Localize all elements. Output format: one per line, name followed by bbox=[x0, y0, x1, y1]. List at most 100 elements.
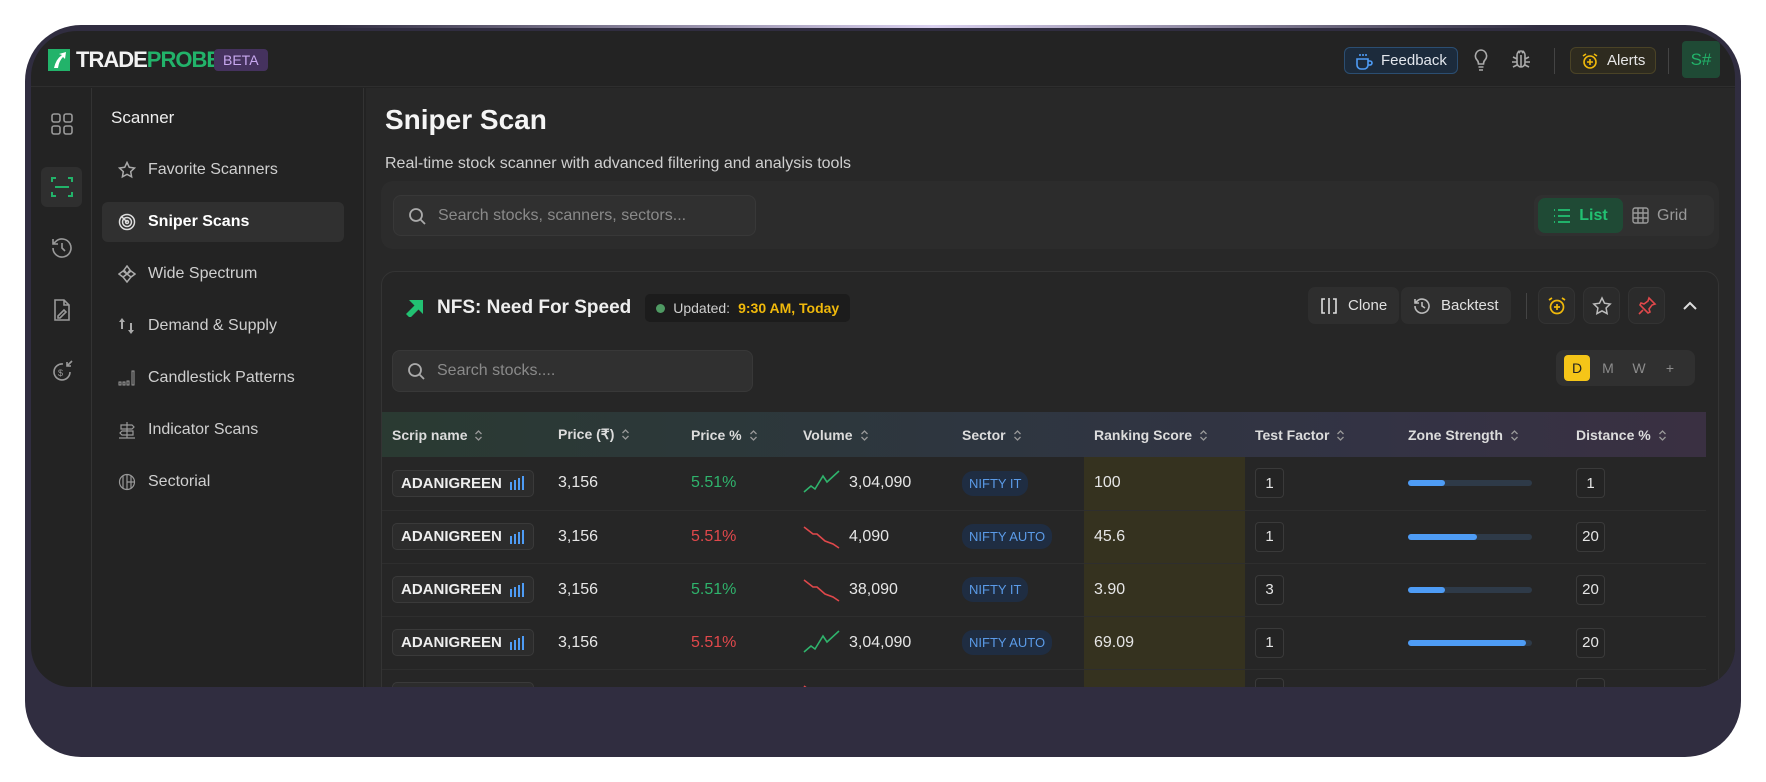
grid-view-button[interactable]: Grid bbox=[1632, 198, 1687, 233]
header-divider bbox=[1554, 48, 1555, 74]
sector-badge: NIFTY IT bbox=[962, 470, 1029, 496]
star-icon bbox=[118, 161, 136, 179]
scrip-chip[interactable]: ADANIGREEN bbox=[392, 629, 534, 656]
sidebar-item-demand-supply[interactable]: Demand & Supply bbox=[102, 306, 344, 346]
sidebar-heading: Scanner bbox=[111, 108, 175, 127]
sidebar-item-wide-spectrum[interactable]: Wide Spectrum bbox=[102, 254, 344, 294]
sidebar-item-label: Sniper Scans bbox=[148, 213, 250, 230]
add-alert-button[interactable] bbox=[1538, 287, 1575, 324]
bug-icon[interactable] bbox=[1510, 48, 1532, 70]
column-header-label: Ranking Score bbox=[1094, 426, 1193, 443]
sparkline-up bbox=[803, 470, 840, 493]
column-header[interactable]: Scrip name bbox=[382, 412, 548, 457]
volume-value: 4,090 bbox=[849, 527, 890, 545]
table-row[interactable]: ADANIGREEN 3,156 5.51% 38,090 NIFTY IT 3.90 3 2… bbox=[382, 563, 1706, 617]
distance-box: 20 bbox=[1576, 521, 1605, 552]
column-header[interactable]: Volume bbox=[793, 412, 952, 457]
scanner-card-header: NFS: Need For Speed Updated: 9:30 AM, Tod… bbox=[406, 294, 851, 322]
scrip-chip[interactable]: ADANIGREEN bbox=[392, 469, 534, 497]
search-placeholder: Search stocks, scanners, sectors... bbox=[438, 206, 687, 224]
timeframe-w[interactable]: W bbox=[1632, 360, 1646, 376]
rail-dashboard[interactable] bbox=[45, 107, 79, 141]
main-content: Sniper Scan Real-time stock scanner with… bbox=[366, 88, 1735, 687]
sidebar-item-sectorial[interactable]: Sectorial bbox=[102, 462, 344, 502]
column-header-label: Price % bbox=[691, 426, 742, 443]
clone-label: Clone bbox=[1348, 297, 1388, 314]
scan-icon bbox=[50, 177, 73, 197]
list-view-button[interactable]: List bbox=[1538, 198, 1623, 233]
column-header[interactable]: Distance % bbox=[1566, 412, 1706, 457]
timeframe-d[interactable]: D bbox=[1564, 355, 1590, 381]
column-header[interactable]: Sector bbox=[952, 412, 1084, 457]
price-change-cell bbox=[681, 669, 793, 687]
volume-value: 38,090 bbox=[849, 580, 898, 598]
sort-icon bbox=[1337, 429, 1345, 441]
pin-button[interactable] bbox=[1628, 287, 1665, 324]
column-header[interactable]: Price (₹) bbox=[548, 412, 681, 457]
updated-badge: Updated: 9:30 AM, Today bbox=[645, 294, 851, 322]
logo-text-trade: TRADE bbox=[76, 47, 148, 72]
scrip-chip[interactable]: ADANIGREEN bbox=[392, 576, 534, 603]
rail-reports[interactable] bbox=[45, 293, 79, 327]
sidebar-item-candlestick-patterns[interactable]: Candlestick Patterns bbox=[102, 358, 344, 398]
global-search-input[interactable]: Search stocks, scanners, sectors... bbox=[393, 195, 756, 236]
sidebar-item-favorite-scanners[interactable]: Favorite Scanners bbox=[102, 150, 344, 190]
search-panel: Search stocks, scanners, sectors... List… bbox=[381, 181, 1719, 249]
bar-chart-icon bbox=[509, 582, 524, 597]
column-header[interactable]: Ranking Score bbox=[1084, 412, 1245, 457]
table-row[interactable]: ADANIGREEN 3,156 5.51% 3,04,090 NIFTY AUTO 69… bbox=[382, 616, 1706, 670]
alarm-clock-icon bbox=[1582, 52, 1598, 69]
timeframe-add[interactable]: + bbox=[1665, 360, 1675, 376]
column-header[interactable]: Test Factor bbox=[1245, 412, 1398, 457]
sparkline-up bbox=[803, 629, 840, 653]
updated-time: 9:30 AM, Today bbox=[738, 300, 840, 316]
status-dot bbox=[656, 303, 666, 313]
feedback-button[interactable]: Feedback bbox=[1344, 47, 1458, 74]
dollar-refresh-icon: $ bbox=[53, 360, 73, 381]
volume-cell: 3,04,090 bbox=[803, 629, 952, 656]
signpost-icon bbox=[119, 422, 135, 439]
alerts-button[interactable]: Alerts bbox=[1570, 47, 1657, 74]
lightbulb-icon[interactable] bbox=[1472, 48, 1490, 72]
column-header-label: Zone Strength bbox=[1408, 426, 1503, 443]
scrip-chip[interactable]: ADANIGREEN bbox=[392, 523, 534, 550]
sidebar-item-sniper-scans[interactable]: Sniper Scans bbox=[102, 202, 344, 242]
logo[interactable]: TRADE PROBE bbox=[48, 47, 221, 73]
sidebar-item-label: Indicator Scans bbox=[148, 421, 259, 438]
user-avatar[interactable]: S# bbox=[1682, 41, 1720, 78]
rail-scanner[interactable] bbox=[41, 167, 82, 207]
table-row[interactable]: ADANIGREEN 3,156 5.51% 4,090 NIFTY AUTO 45.6 1… bbox=[382, 510, 1706, 564]
table-row[interactable]: ADANIGREEN 3,156 5.51% 3,04,090 NIFTY IT 100 1… bbox=[382, 457, 1706, 511]
sector-badge: NIFTY AUTO bbox=[962, 524, 1053, 549]
price-change-cell: 5.51% bbox=[681, 457, 793, 511]
test-factor-box: 1 bbox=[1255, 627, 1284, 658]
column-header-label: Sector bbox=[962, 426, 1006, 443]
favorite-button[interactable] bbox=[1583, 287, 1620, 324]
sort-icon bbox=[1510, 429, 1518, 441]
column-header[interactable]: Price % bbox=[681, 412, 793, 457]
stock-search-input[interactable]: Search stocks.... bbox=[392, 350, 753, 392]
scrip-chip[interactable]: ADANIGREEN bbox=[392, 682, 534, 687]
collapse-chevron-up-icon[interactable] bbox=[1681, 297, 1699, 315]
ranking-score-cell: 69.09 bbox=[1084, 616, 1245, 670]
rail-billing[interactable]: $ bbox=[45, 354, 79, 388]
sidebar-item-indicator-scans[interactable]: Indicator Scans bbox=[102, 410, 344, 450]
rail-history[interactable] bbox=[45, 231, 79, 265]
table-row[interactable]: ADANIGREEN 3,156 bbox=[382, 669, 1706, 687]
distance-box: 20 bbox=[1576, 627, 1605, 658]
sidebar-item-label: Favorite Scanners bbox=[148, 161, 278, 178]
sidebar-item-label: Demand & Supply bbox=[148, 317, 277, 334]
sparkline-down bbox=[803, 684, 808, 687]
volume-cell: 4,090 bbox=[803, 524, 952, 550]
price-change-cell: 5.51% bbox=[681, 616, 793, 670]
svg-text:$: $ bbox=[58, 368, 63, 378]
icon-rail: $ bbox=[31, 88, 92, 687]
sort-icon bbox=[475, 429, 483, 441]
header-divider bbox=[1668, 48, 1669, 74]
backtest-button[interactable]: Backtest bbox=[1401, 287, 1511, 324]
timeframe-m[interactable]: M bbox=[1602, 360, 1614, 376]
column-header[interactable]: Zone Strength bbox=[1398, 412, 1566, 457]
updated-label: Updated: bbox=[673, 300, 731, 316]
zone-strength-bar bbox=[1408, 639, 1532, 646]
clone-button[interactable]: Clone bbox=[1308, 287, 1400, 324]
